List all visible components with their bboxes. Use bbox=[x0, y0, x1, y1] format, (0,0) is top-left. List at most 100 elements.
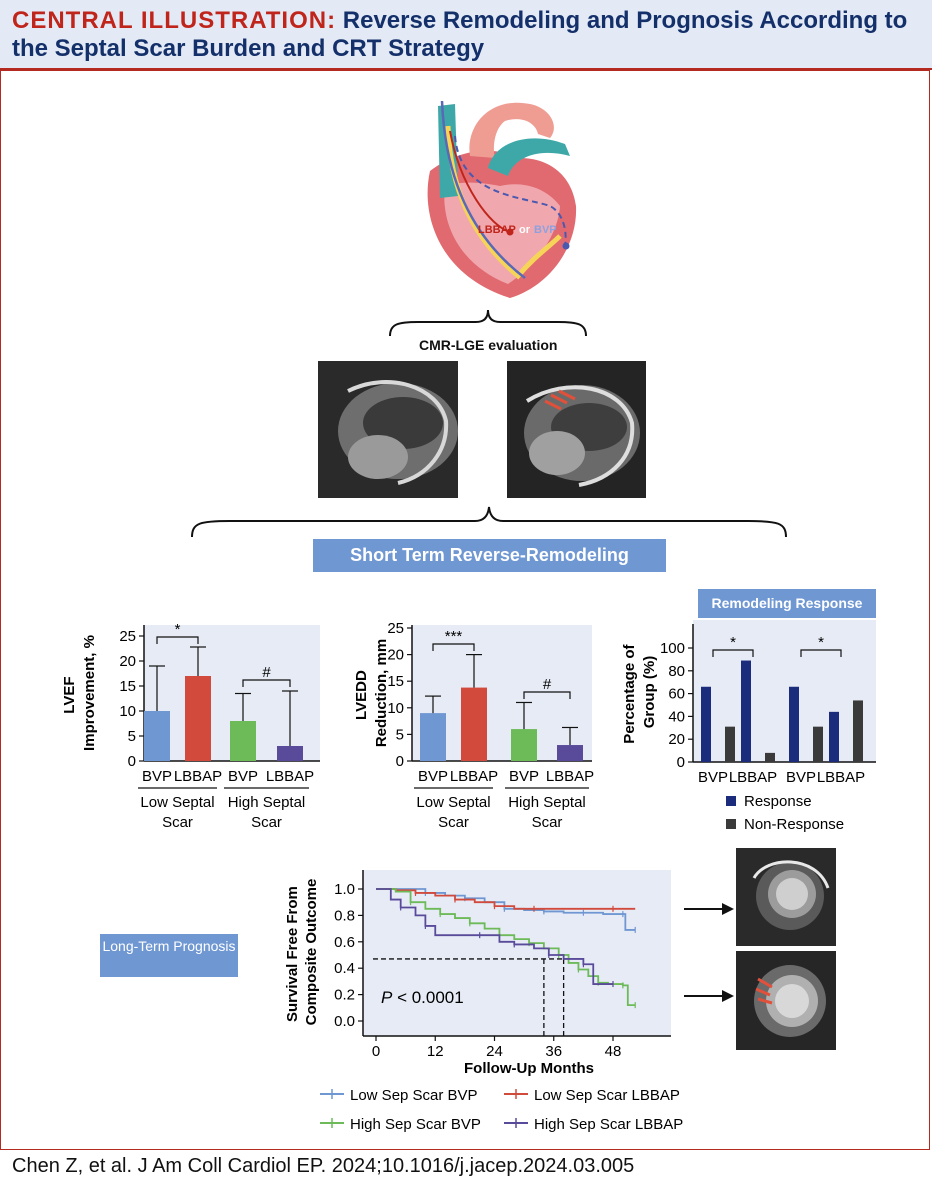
category-labels: BVP LBBAP BVP LBBAP bbox=[142, 768, 314, 785]
group-label: Low Septal bbox=[140, 794, 214, 811]
y-label-line-1: LVEDD bbox=[353, 670, 370, 720]
cmr-image-high-scar bbox=[507, 361, 646, 498]
arrow-to-low-scar bbox=[684, 903, 734, 915]
y-tick-label: 0.8 bbox=[334, 907, 355, 924]
plot-background bbox=[693, 620, 876, 762]
brace-middle bbox=[191, 506, 787, 538]
group-label: Scar bbox=[162, 814, 193, 831]
title-text: Reverse Remodeling and Prognosis Accordi… bbox=[12, 7, 908, 62]
category-label: BVP bbox=[418, 768, 448, 785]
category-label: LBBAP bbox=[729, 769, 777, 786]
bar-response-0 bbox=[701, 686, 711, 762]
y-label-line-2: Composite Outcome bbox=[303, 879, 320, 1026]
y-ticks: 0 5 10 15 20 25 bbox=[387, 620, 412, 770]
x-label: Follow-Up Months bbox=[464, 1060, 594, 1076]
y-label-line-1: LVEF bbox=[61, 676, 78, 713]
y-tick-label: 40 bbox=[668, 708, 685, 725]
y-tick-label: 20 bbox=[387, 647, 404, 664]
survival-chart: 0.0 0.2 0.4 0.6 0.8 1.0 P < 0.0001 Survival F… bbox=[284, 870, 671, 1037]
y-label-line-2: Reduction, mm bbox=[373, 639, 390, 747]
significance-label: *** bbox=[445, 628, 463, 645]
bar-response-1 bbox=[741, 660, 751, 762]
category-label: BVP bbox=[786, 769, 816, 786]
bar-bvp-high bbox=[230, 721, 256, 761]
bars bbox=[144, 646, 303, 761]
y-label: Percentage of Group (%) bbox=[621, 640, 658, 743]
bar-non-response-2 bbox=[813, 726, 823, 762]
content-frame bbox=[0, 70, 930, 1150]
remodeling-response-title: Remodeling Response bbox=[698, 589, 876, 618]
legend-label-high-lbbap: High Sep Scar LBBAP bbox=[534, 1116, 683, 1133]
category-labels: BVP LBBAP BVP LBBAP bbox=[698, 769, 865, 786]
short-term-title: Short Term Reverse-Remodeling bbox=[313, 539, 666, 572]
y-tick-label: 0.2 bbox=[334, 987, 355, 1004]
cmr-image-low-scar bbox=[318, 361, 458, 498]
significance-bracket bbox=[156, 636, 199, 644]
group-labels: Low Septal Scar High Septal Scar bbox=[138, 787, 309, 831]
group-label: Scar bbox=[251, 814, 282, 831]
significance-bracket bbox=[242, 679, 291, 687]
y-tick-label: 0.6 bbox=[334, 934, 355, 951]
curve-high-sep-scar-lbbap bbox=[376, 888, 613, 985]
y-label: LVEF Improvement, % bbox=[61, 635, 98, 751]
y-tick-label: 0.0 bbox=[334, 1013, 355, 1030]
group-label: High Septal bbox=[228, 794, 306, 811]
y-tick-label: 20 bbox=[668, 731, 685, 748]
y-tick-label: 10 bbox=[119, 703, 136, 720]
y-tick-label: 80 bbox=[668, 663, 685, 680]
category-label: LBBAP bbox=[450, 768, 498, 785]
significance-marks: * * bbox=[712, 634, 842, 657]
bar-bvp-low bbox=[144, 711, 170, 761]
y-tick-label: 1.0 bbox=[334, 881, 355, 898]
category-label: BVP bbox=[228, 768, 258, 785]
y-ticks: 0 20 40 60 80 100 bbox=[660, 640, 693, 771]
group-label: High Septal bbox=[508, 794, 586, 811]
short-axis-image-low-scar bbox=[736, 848, 836, 946]
significance-bracket bbox=[432, 643, 475, 651]
group-label: Low Septal bbox=[416, 794, 490, 811]
short-axis-image-high-scar bbox=[736, 951, 836, 1050]
y-tick-label: 15 bbox=[119, 678, 136, 695]
y-tick-label: 100 bbox=[660, 640, 685, 657]
y-tick-label: 10 bbox=[387, 700, 404, 717]
lead-blue bbox=[440, 100, 526, 279]
category-label: LBBAP bbox=[266, 768, 314, 785]
bars bbox=[701, 660, 863, 762]
y-label-line-1: Percentage of bbox=[621, 643, 638, 743]
bar-lbbap-low bbox=[461, 687, 487, 761]
category-label: BVP bbox=[142, 768, 172, 785]
y-tick-label: 25 bbox=[119, 628, 136, 645]
significance-marks: *** # bbox=[432, 628, 571, 699]
category-labels: BVP LBBAP BVP LBBAP bbox=[418, 768, 594, 785]
y-tick-label: 20 bbox=[119, 653, 136, 670]
title-lead: CENTRAL ILLUSTRATION: bbox=[12, 7, 337, 34]
category-label: BVP bbox=[698, 769, 728, 786]
significance-marks: *# bbox=[156, 621, 291, 687]
category-label: LBBAP bbox=[817, 769, 865, 786]
pulmonary-artery bbox=[488, 138, 570, 176]
y-label-line-1: Survival Free From bbox=[284, 886, 301, 1022]
bar-response-2 bbox=[789, 686, 799, 762]
category-label: BVP bbox=[509, 768, 539, 785]
citation: Chen Z, et al. J Am Coll Cardiol EP. 202… bbox=[12, 1155, 635, 1177]
y-tick-label: 0 bbox=[128, 753, 136, 770]
cmr-label: CMR-LGE evaluation bbox=[419, 337, 558, 353]
y-tick-label: 25 bbox=[387, 620, 404, 637]
x-tick-label: 36 bbox=[545, 1043, 562, 1060]
arrow-to-high-scar bbox=[684, 990, 734, 1002]
page-title: CENTRAL ILLUSTRATION: Reverse Remodeling… bbox=[12, 7, 917, 63]
significance-bracket bbox=[712, 649, 754, 657]
lead-dashed bbox=[454, 135, 567, 247]
significance-label: # bbox=[543, 676, 552, 693]
legend-label-non-response: Non-Response bbox=[744, 816, 844, 833]
survival-x-axis: 0 12 24 36 48 Follow-Up Months bbox=[372, 1036, 621, 1076]
plot-background bbox=[363, 870, 671, 1036]
significance-bracket bbox=[523, 691, 571, 699]
significance-bracket bbox=[800, 649, 842, 657]
y-label-line-2: Group (%) bbox=[641, 656, 658, 729]
median-guides bbox=[373, 958, 565, 1036]
y-tick-label: 60 bbox=[668, 686, 685, 703]
y-label-line-2: Improvement, % bbox=[81, 635, 98, 751]
